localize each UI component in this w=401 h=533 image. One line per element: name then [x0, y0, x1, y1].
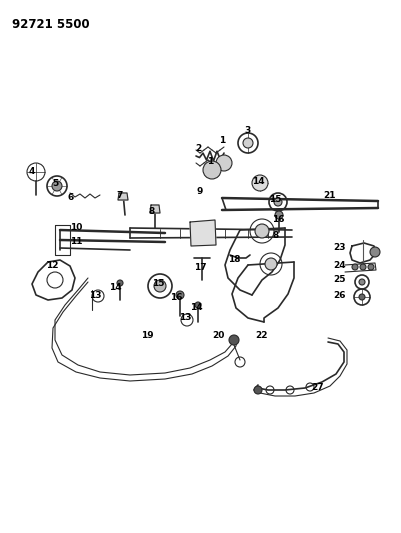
Text: 7: 7 — [117, 191, 123, 200]
Text: 2: 2 — [194, 143, 200, 152]
Text: 24: 24 — [333, 261, 345, 270]
Text: 15: 15 — [151, 279, 164, 287]
Circle shape — [274, 211, 282, 219]
Circle shape — [117, 280, 123, 286]
Circle shape — [358, 294, 364, 300]
Circle shape — [273, 198, 281, 206]
Text: 15: 15 — [268, 196, 281, 205]
Circle shape — [251, 175, 267, 191]
Text: 1: 1 — [218, 135, 225, 144]
Text: 14: 14 — [189, 303, 202, 312]
Circle shape — [52, 181, 62, 191]
Text: 5: 5 — [52, 179, 58, 188]
Circle shape — [194, 302, 200, 308]
Text: 6: 6 — [68, 192, 74, 201]
Circle shape — [242, 138, 252, 148]
Circle shape — [369, 247, 379, 257]
Circle shape — [359, 264, 365, 270]
Circle shape — [253, 386, 261, 394]
Text: 23: 23 — [333, 244, 345, 253]
Text: 18: 18 — [227, 255, 240, 264]
Text: 17: 17 — [193, 263, 206, 272]
Text: 8: 8 — [272, 230, 278, 239]
Text: 19: 19 — [140, 332, 153, 341]
Circle shape — [229, 335, 239, 345]
Text: 3: 3 — [244, 125, 251, 134]
Text: 27: 27 — [311, 384, 324, 392]
Text: 20: 20 — [211, 332, 224, 341]
Circle shape — [215, 155, 231, 171]
Text: 9: 9 — [196, 188, 203, 197]
Circle shape — [367, 264, 373, 270]
Text: 16: 16 — [169, 294, 182, 303]
Text: 13: 13 — [89, 292, 101, 301]
Circle shape — [154, 280, 166, 292]
Circle shape — [254, 224, 268, 238]
Circle shape — [176, 291, 184, 299]
Text: 4: 4 — [29, 167, 35, 176]
Circle shape — [264, 258, 276, 270]
Circle shape — [203, 161, 221, 179]
Text: 11: 11 — [70, 238, 82, 246]
Polygon shape — [190, 220, 215, 246]
Text: 14: 14 — [251, 177, 263, 187]
Text: 13: 13 — [178, 313, 191, 322]
Text: 16: 16 — [271, 215, 284, 224]
Text: 8: 8 — [148, 207, 155, 216]
Circle shape — [358, 279, 364, 285]
Circle shape — [351, 264, 357, 270]
Polygon shape — [118, 193, 128, 200]
Text: 10: 10 — [70, 223, 82, 232]
Text: 26: 26 — [333, 290, 345, 300]
Text: 14: 14 — [108, 284, 121, 293]
Text: 92721 5500: 92721 5500 — [12, 18, 89, 31]
Text: 22: 22 — [255, 332, 267, 341]
Text: 1: 1 — [207, 157, 213, 166]
Text: 21: 21 — [323, 191, 335, 200]
Polygon shape — [150, 205, 160, 213]
Text: 25: 25 — [333, 276, 345, 285]
Text: 12: 12 — [46, 262, 58, 271]
